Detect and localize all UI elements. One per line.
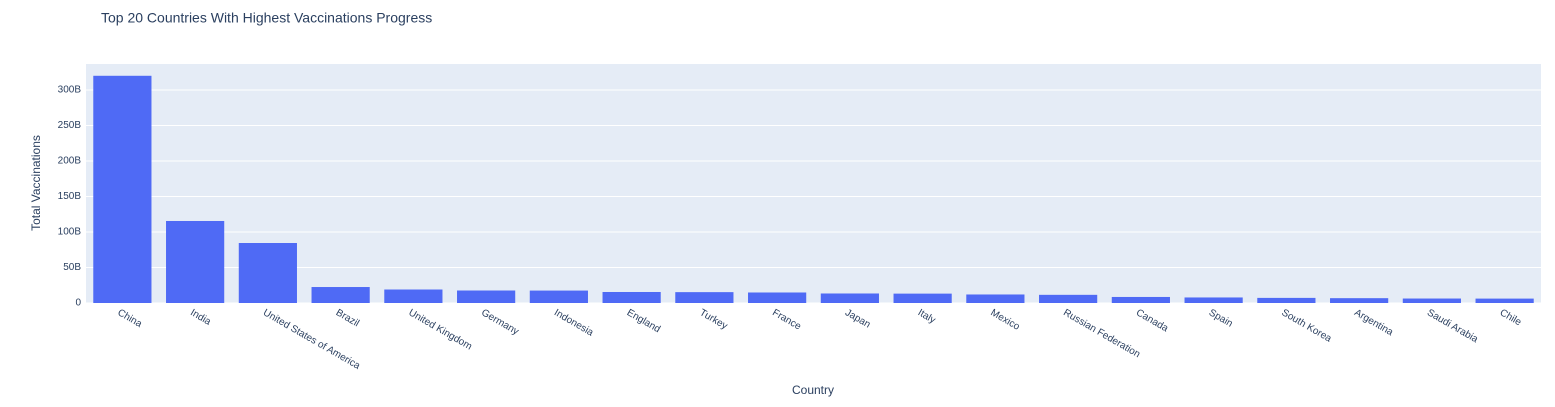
x-tick-label: Canada — [1134, 307, 1170, 334]
bar — [1111, 296, 1170, 303]
x-tick-label: United Kingdom — [407, 307, 474, 352]
x-tick-label: Argentina — [1352, 307, 1395, 338]
y-tick-label: 100B — [58, 227, 82, 238]
plot-background — [86, 64, 1541, 303]
x-tick-label: Saudi Arabia — [1425, 307, 1480, 345]
y-tick-label: 0 — [75, 298, 81, 309]
bar — [675, 292, 734, 303]
x-tick-label: Brazil — [334, 307, 361, 329]
y-axis-title: Total Vaccinations — [29, 135, 43, 231]
bar — [820, 293, 879, 303]
y-tick-label: 200B — [58, 156, 82, 167]
x-tick-label: Italy — [916, 307, 937, 326]
x-tick-label: Mexico — [989, 307, 1022, 333]
x-tick-label: Spain — [1207, 307, 1235, 329]
bar — [1402, 298, 1461, 303]
x-tick-label: France — [770, 307, 803, 332]
bar — [1184, 297, 1243, 303]
y-tick-label: 50B — [63, 262, 81, 273]
bar — [1257, 297, 1316, 303]
bar — [166, 220, 225, 303]
bar — [311, 287, 370, 303]
bar — [602, 291, 661, 303]
x-tick-label: England — [625, 307, 662, 335]
x-tick-label: South Korea — [1280, 307, 1334, 345]
bar — [93, 75, 152, 304]
x-tick-label: Russian Federation — [1061, 307, 1142, 360]
x-tick-label: Germany — [479, 307, 520, 337]
bar — [893, 293, 952, 303]
bar — [384, 289, 443, 303]
y-tick-label: 250B — [58, 120, 82, 131]
bar — [966, 294, 1025, 303]
chart-title: Top 20 Countries With Highest Vaccinatio… — [101, 10, 432, 26]
bar — [457, 290, 516, 303]
bar — [1475, 298, 1534, 303]
bar — [1039, 294, 1098, 303]
x-axis-title: Country — [792, 383, 834, 397]
x-tick-label: India — [188, 307, 213, 328]
x-tick-label: Japan — [843, 307, 872, 330]
x-tick-label: Turkey — [698, 307, 730, 332]
x-tick-label: China — [116, 307, 145, 330]
bar — [529, 290, 588, 303]
x-tick-label: Chile — [1498, 307, 1524, 328]
bar — [1330, 298, 1389, 303]
y-tick-label: 150B — [58, 191, 82, 202]
bar — [748, 292, 807, 303]
bar — [238, 243, 297, 303]
x-tick-label: Indonesia — [552, 307, 595, 338]
y-tick-label: 300B — [58, 85, 82, 96]
